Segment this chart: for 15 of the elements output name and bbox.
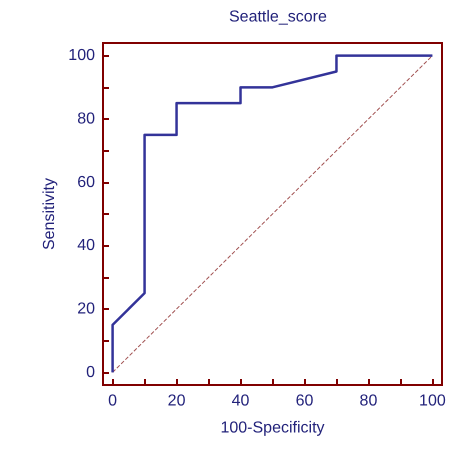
- y-tick-label: 20: [77, 300, 96, 318]
- x-tick-label: 40: [232, 392, 250, 410]
- y-axis-title: Sensitivity: [40, 178, 58, 250]
- x-axis-title: 100-Specificity: [220, 420, 325, 436]
- y-tick-label: 40: [77, 237, 96, 254]
- y-tick-label: 60: [77, 174, 96, 191]
- x-tick-label: 20: [168, 392, 186, 410]
- y-tick-label: 80: [77, 110, 96, 128]
- x-tick-label: 100: [419, 392, 446, 410]
- y-tick-label: 0: [86, 364, 96, 381]
- x-tick-label: 80: [360, 392, 378, 410]
- x-tick-label: 0: [108, 392, 118, 410]
- y-tick-label: 100: [68, 47, 96, 64]
- x-tick-label: 60: [296, 392, 314, 410]
- chart-title: Seattle_score: [229, 8, 327, 26]
